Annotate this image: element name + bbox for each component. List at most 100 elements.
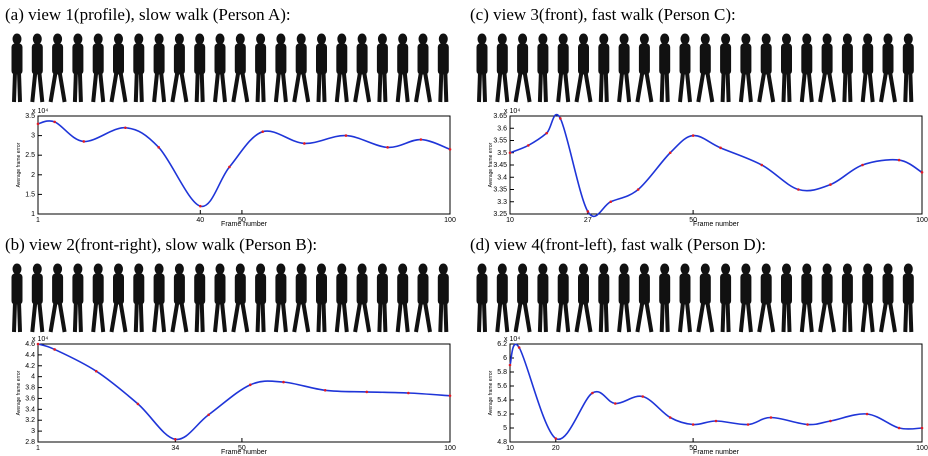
point xyxy=(448,148,452,151)
silhouette xyxy=(696,301,706,333)
y-tick-label: 3.5 xyxy=(497,150,507,157)
y-tick-label: 3.65 xyxy=(493,113,507,120)
silhouette xyxy=(741,33,751,45)
y-tick-label: 4.6 xyxy=(25,341,35,348)
point xyxy=(920,171,924,174)
silhouette xyxy=(908,71,914,103)
silhouette xyxy=(362,71,372,103)
silhouette xyxy=(841,273,853,305)
silhouette xyxy=(639,263,649,275)
x-axis-label: Frame number xyxy=(221,449,268,456)
silhouette xyxy=(847,71,853,103)
silhouette xyxy=(664,301,670,333)
y-tick-label: 4.4 xyxy=(25,352,35,359)
silhouette xyxy=(234,43,246,75)
silhouette xyxy=(240,301,250,333)
silhouette xyxy=(477,263,487,275)
silhouette xyxy=(556,71,564,103)
y-axis-label: Average frame error xyxy=(488,370,494,415)
point xyxy=(386,146,389,149)
silhouette xyxy=(73,263,83,275)
silhouette xyxy=(316,71,322,103)
silhouette xyxy=(276,33,286,45)
silhouette xyxy=(497,33,507,45)
y-tick-label: 3.6 xyxy=(497,125,507,132)
plot-frame xyxy=(509,343,923,443)
silhouette xyxy=(73,33,83,45)
plot-frame xyxy=(509,115,923,215)
silhouette xyxy=(725,301,731,333)
silhouette xyxy=(617,301,625,333)
silhouette xyxy=(174,33,184,45)
silhouette xyxy=(624,71,632,103)
silhouette xyxy=(902,273,914,305)
y-tick-label: 5.8 xyxy=(497,369,507,376)
silhouette xyxy=(53,33,63,45)
multiplier: x 10⁴ xyxy=(504,108,520,115)
silhouette xyxy=(255,43,267,75)
silhouette xyxy=(761,33,771,45)
x-tick-label: 100 xyxy=(916,217,928,224)
silhouette xyxy=(802,33,812,45)
silhouette xyxy=(423,71,432,103)
silhouette xyxy=(818,71,828,103)
silhouette xyxy=(397,273,409,305)
silhouette xyxy=(598,301,604,333)
silhouette xyxy=(638,273,650,305)
silhouette xyxy=(522,301,532,333)
silhouette xyxy=(766,301,776,333)
silhouette xyxy=(619,33,629,45)
point xyxy=(865,412,869,416)
silhouette xyxy=(678,71,685,103)
silhouette xyxy=(194,273,206,305)
silhouette xyxy=(827,71,837,103)
silhouette xyxy=(801,43,813,75)
silhouette xyxy=(376,43,388,75)
point xyxy=(760,163,764,167)
y-tick-label: 3 xyxy=(31,428,35,435)
point xyxy=(719,146,722,150)
silhouette xyxy=(438,263,448,275)
silhouette xyxy=(806,301,814,333)
silhouette xyxy=(821,43,833,75)
silhouette xyxy=(821,273,833,305)
silhouette xyxy=(542,301,548,333)
silhouette xyxy=(109,71,119,103)
silhouette xyxy=(867,301,875,333)
silhouette xyxy=(395,71,403,103)
silhouette xyxy=(624,301,632,333)
multiplier: x 10⁴ xyxy=(32,336,48,343)
silhouette xyxy=(599,33,609,45)
point xyxy=(691,134,695,137)
silhouette xyxy=(199,301,205,333)
silhouette xyxy=(170,301,180,333)
point xyxy=(527,144,530,147)
silhouette xyxy=(841,43,853,75)
silhouette xyxy=(11,43,23,75)
plot-frame xyxy=(37,115,451,215)
silhouette xyxy=(31,273,43,305)
point xyxy=(365,390,369,394)
point xyxy=(207,413,210,417)
silhouette xyxy=(760,273,772,305)
point xyxy=(303,142,306,145)
silhouette xyxy=(11,273,23,305)
silhouette xyxy=(598,43,610,75)
silhouette xyxy=(660,33,670,45)
silhouette xyxy=(482,71,487,103)
silhouette xyxy=(220,301,227,333)
silhouette xyxy=(558,33,568,45)
y-tick-label: 3.5 xyxy=(25,113,35,120)
silhouette xyxy=(700,33,710,45)
point xyxy=(124,126,127,130)
silhouette xyxy=(782,33,791,45)
silhouette xyxy=(72,43,84,75)
silhouette xyxy=(52,273,64,305)
silhouette xyxy=(842,33,852,45)
silhouette xyxy=(720,43,732,75)
y-tick-label: 3.4 xyxy=(497,174,507,181)
silhouette xyxy=(30,301,38,333)
line xyxy=(509,343,923,440)
x-tick-label: 1 xyxy=(36,445,40,452)
